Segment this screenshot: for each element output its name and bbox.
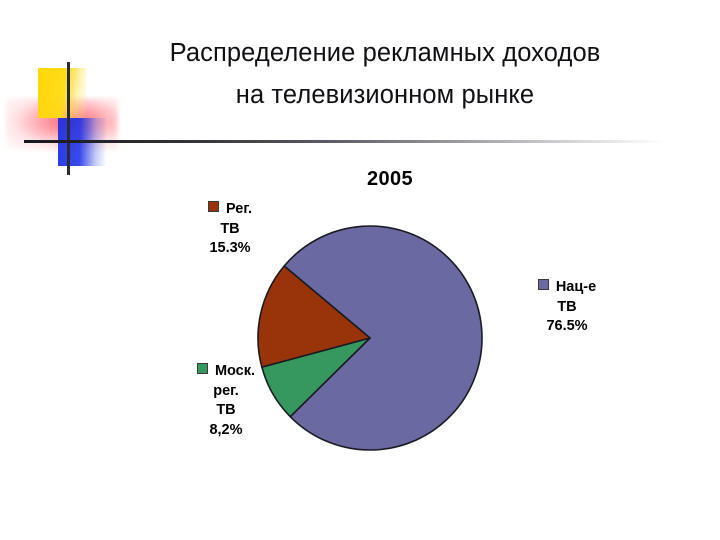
pie-label-reg-tv: Рег. ТВ 15.3% (182, 200, 278, 259)
legend-swatch-mosk-reg-tv (196, 363, 208, 374)
legend-swatch-reg-tv (208, 201, 219, 212)
page-title-line-2: на телевизионном рынке (235, 81, 535, 109)
pie-label-mosk-reg-tv-line3: ТВ (216, 402, 236, 418)
legend-swatch-nac-e-tv (537, 279, 549, 290)
chart-title: 2005 (366, 168, 414, 190)
pie-slice-nac-e-tv[interactable] (283, 225, 483, 451)
pie-label-mosk-reg-tv-value: 8,2% (209, 421, 243, 438)
pie-label-reg-tv-line1: Рег. (226, 201, 252, 217)
pie-label-nac-e-tv-line1: Нац-е (555, 279, 597, 295)
pie-chart-graphic (257, 225, 483, 451)
page-title: Распределение рекламных доходов на телев… (60, 32, 710, 116)
pie-label-nac-e-tv-value: 76.5% (546, 318, 588, 334)
pie-label-mosk-reg-tv-line2: рег. (213, 382, 239, 399)
pie-label-mosk-reg-tv-line1: Моск. (214, 363, 256, 379)
pie-label-mosk-reg-tv: Моск. рег. ТВ 8,2% (176, 362, 276, 440)
pie-label-reg-tv-value: 15.3% (209, 240, 251, 256)
page-title-line-1: Распределение рекламных доходов (169, 39, 601, 67)
pie-label-reg-tv-line2: ТВ (220, 220, 240, 237)
pie-label-nac-e-tv: Нац-е ТВ 76.5% (512, 278, 622, 337)
pie-label-nac-e-tv-line2: ТВ (557, 298, 577, 315)
pie-slice-reg-tv[interactable] (257, 265, 371, 368)
